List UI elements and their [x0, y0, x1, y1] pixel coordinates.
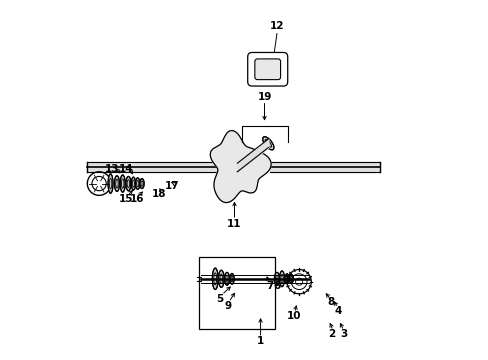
Ellipse shape — [274, 273, 279, 285]
Text: 1: 1 — [256, 337, 264, 346]
Ellipse shape — [288, 275, 293, 283]
Ellipse shape — [229, 274, 234, 284]
Text: 3: 3 — [340, 329, 346, 339]
Text: 12: 12 — [269, 21, 284, 31]
Text: 4: 4 — [334, 306, 341, 316]
Ellipse shape — [224, 273, 229, 285]
Ellipse shape — [120, 175, 125, 192]
Text: 8: 8 — [326, 297, 334, 307]
Text: 11: 11 — [227, 219, 241, 229]
Text: 19: 19 — [258, 92, 272, 102]
FancyBboxPatch shape — [254, 59, 280, 80]
Text: 7: 7 — [265, 282, 273, 292]
Text: 6: 6 — [273, 282, 281, 292]
Ellipse shape — [262, 137, 273, 150]
Text: 13: 13 — [104, 163, 119, 174]
Ellipse shape — [279, 271, 284, 287]
Ellipse shape — [131, 177, 135, 190]
Text: 14: 14 — [119, 163, 133, 174]
Ellipse shape — [114, 176, 119, 192]
Bar — [199, 257, 274, 329]
Ellipse shape — [140, 179, 144, 189]
Ellipse shape — [108, 174, 113, 193]
Text: 18: 18 — [152, 189, 166, 199]
Ellipse shape — [212, 268, 218, 289]
Ellipse shape — [125, 176, 131, 191]
Polygon shape — [210, 131, 271, 203]
Text: 17: 17 — [164, 181, 179, 192]
Text: 9: 9 — [224, 301, 231, 311]
Ellipse shape — [285, 274, 288, 284]
FancyBboxPatch shape — [247, 53, 287, 86]
Text: 2: 2 — [328, 329, 335, 339]
Text: 16: 16 — [130, 194, 144, 203]
Text: 10: 10 — [286, 311, 301, 321]
Ellipse shape — [218, 270, 224, 287]
Text: 5: 5 — [216, 294, 224, 303]
Text: 15: 15 — [119, 194, 133, 203]
Ellipse shape — [135, 178, 140, 189]
